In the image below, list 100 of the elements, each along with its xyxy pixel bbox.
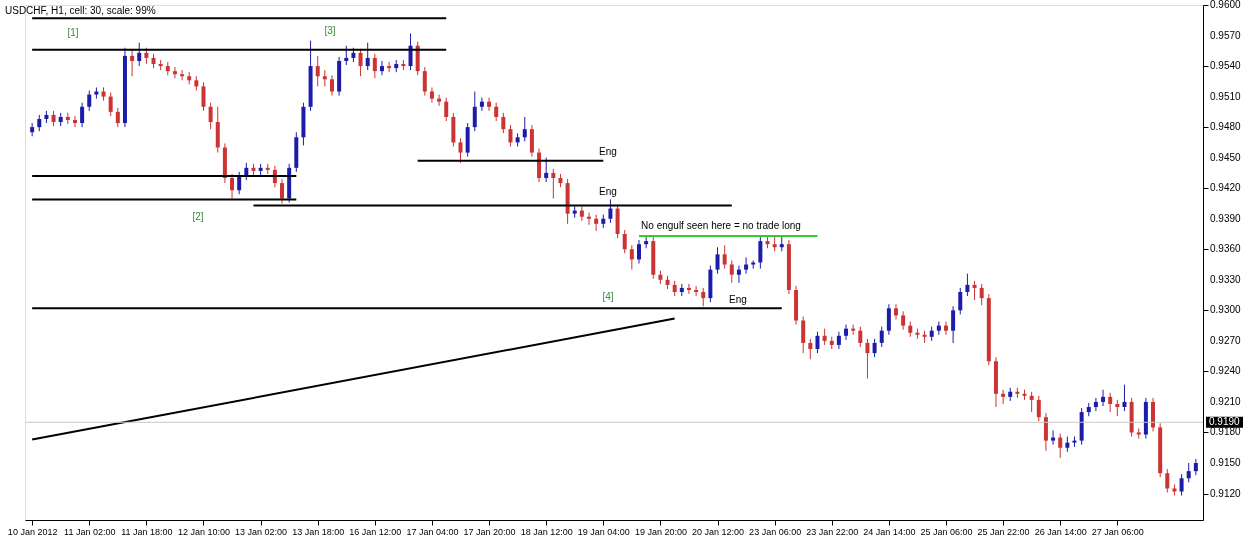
y-tick-label: 0.9120 <box>1210 487 1242 499</box>
candlestick <box>472 91 477 132</box>
ref-line-label: 0.9190 <box>1209 416 1241 428</box>
candlestick <box>808 338 813 360</box>
candlestick <box>444 97 449 122</box>
annotation: [3] <box>324 25 336 36</box>
x-tick-label: 26 Jan 14:00 <box>1034 526 1087 537</box>
x-tick-label: 13 Jan 18:00 <box>292 526 345 537</box>
candlestick <box>1179 473 1184 497</box>
x-tick-label: 23 Jan 06:00 <box>749 526 802 537</box>
candlestick <box>836 331 841 350</box>
candlestick <box>387 61 392 73</box>
y-tick-label: 0.9300 <box>1210 304 1242 316</box>
candlestick <box>686 283 691 295</box>
candlestick <box>965 273 970 297</box>
y-tick-label: 0.9570 <box>1210 29 1242 41</box>
candlestick <box>315 55 320 87</box>
candlestick <box>137 42 142 67</box>
candlestick <box>172 66 177 79</box>
y-tick-label: 0.9270 <box>1210 334 1242 346</box>
candlestick <box>429 86 434 104</box>
candlestick <box>508 124 513 147</box>
x-tick-label: 17 Jan 04:00 <box>406 526 459 537</box>
y-tick-label: 0.9390 <box>1210 212 1242 224</box>
candlestick <box>365 42 370 71</box>
x-tick-label: 12 Jan 10:00 <box>177 526 231 537</box>
candlestick <box>544 157 549 183</box>
candlestick <box>1043 412 1048 452</box>
candlestick <box>958 287 963 315</box>
candlestick <box>901 310 906 331</box>
candlestick <box>722 244 727 270</box>
candlestick <box>1101 389 1106 407</box>
annotation: [4] <box>602 291 614 302</box>
candlestick <box>529 124 534 158</box>
candlestick <box>322 69 327 87</box>
candlestick <box>458 137 463 164</box>
candlestick <box>872 338 877 358</box>
x-tick-label: 17 Jan 20:00 <box>463 526 516 537</box>
x-tick-label: 13 Jan 02:00 <box>235 526 288 537</box>
candlestick <box>951 305 956 344</box>
x-tick-label: 18 Jan 12:00 <box>520 526 573 537</box>
candlestick <box>636 239 641 265</box>
y-tick-label: 0.9150 <box>1210 457 1242 468</box>
candlestick <box>522 116 527 142</box>
candlestick <box>1029 391 1034 413</box>
y-tick-label: 0.9420 <box>1210 182 1242 194</box>
candlestick <box>80 102 85 128</box>
x-tick-label: 10 Jan 2012 <box>7 526 58 537</box>
chart-title: USDCHF, H1, cell: 30, scale: 99% <box>5 5 156 16</box>
candlestick <box>844 324 849 341</box>
x-tick-label: 25 Jan 22:00 <box>977 526 1030 537</box>
candlestick <box>858 326 863 348</box>
annotation: Eng <box>599 146 617 157</box>
candlestick <box>115 107 120 128</box>
candlestick <box>230 173 235 199</box>
annotation: No engulf seen here = no trade long <box>641 220 801 231</box>
y-tick-label: 0.9480 <box>1210 121 1242 133</box>
candlestick <box>701 287 706 307</box>
y-tick-label: 0.9540 <box>1210 60 1242 72</box>
candlestick <box>344 45 349 66</box>
candlestick <box>201 81 206 112</box>
candlestick <box>422 66 427 97</box>
candlestick <box>280 178 285 204</box>
candlestick <box>815 331 820 354</box>
candlestick <box>608 198 613 224</box>
candlestick <box>237 171 242 195</box>
x-tick-label: 19 Jan 04:00 <box>577 526 630 537</box>
x-tick-label: 25 Jan 06:00 <box>920 526 973 537</box>
candlestick <box>979 283 984 306</box>
candlestick <box>894 303 899 320</box>
candlestick <box>479 97 484 112</box>
candlestick <box>1193 458 1198 476</box>
x-tick-label: 19 Jan 20:00 <box>634 526 687 537</box>
candlestick <box>208 102 213 130</box>
candlestick <box>329 74 334 97</box>
y-tick-label: 0.9180 <box>1210 426 1242 438</box>
candlestick <box>943 321 948 336</box>
x-tick-label: 11 Jan 18:00 <box>121 526 173 537</box>
candlestick <box>108 92 113 117</box>
annotation: [1] <box>67 27 79 38</box>
candlestick <box>372 53 377 79</box>
candlestick <box>494 102 499 122</box>
x-tick-label: 16 Jan 12:00 <box>349 526 402 537</box>
y-tick-label: 0.9330 <box>1210 273 1242 285</box>
y-tick-label: 0.9450 <box>1210 151 1242 163</box>
candlestick <box>629 244 634 271</box>
candlestick <box>1186 462 1191 483</box>
x-tick-label: 11 Jan 02:00 <box>64 526 116 537</box>
candlestick <box>715 246 720 275</box>
y-tick-label: 0.9210 <box>1210 395 1242 407</box>
candlestick <box>1093 397 1098 412</box>
candlestick <box>379 60 384 76</box>
candlestick <box>1122 384 1127 412</box>
candlestick <box>758 236 763 270</box>
candlestick <box>87 89 92 112</box>
candlestick <box>1108 392 1113 413</box>
candlestick <box>130 49 135 77</box>
annotation: Eng <box>599 186 617 197</box>
candlestick <box>1058 432 1063 459</box>
candlestick <box>744 256 749 275</box>
